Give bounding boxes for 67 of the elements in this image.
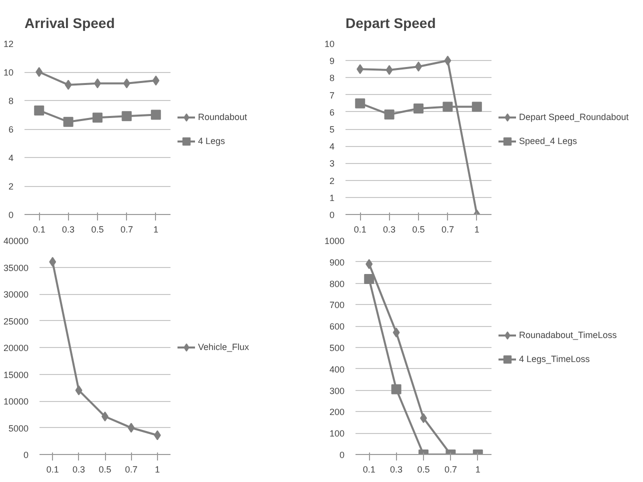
y-tick-label: 2 <box>329 176 335 186</box>
y-tick-label: 600 <box>329 322 345 332</box>
y-tick-label: 10 <box>3 68 14 78</box>
legend-label: Speed_4 Legs <box>519 136 578 146</box>
y-tick-label: 8 <box>329 73 335 84</box>
legend-label: Rounadabout_TimeLoss <box>519 330 617 340</box>
y-tick-label: 5000 <box>8 423 29 434</box>
chart-title: Depart Speed <box>346 15 436 31</box>
x-tick-label: 0.1 <box>362 464 376 474</box>
y-tick-label: 12 <box>3 39 14 49</box>
y-tick-label: 800 <box>329 278 345 289</box>
y-tick-label: 2 <box>8 182 14 192</box>
x-tick-label: 0.1 <box>354 224 366 234</box>
y-tick-label: 700 <box>329 300 345 310</box>
legend-label: Roundabout <box>198 112 248 122</box>
x-tick-label: 0.5 <box>91 224 104 234</box>
x-tick-label: 1 <box>154 464 160 474</box>
legend-label: Vehicle_Flux <box>198 342 250 352</box>
x-tick-label: 1 <box>474 224 480 234</box>
x-tick-label: 0.3 <box>383 224 396 234</box>
x-tick-label: 0.7 <box>444 464 457 474</box>
x-tick-label: 0.3 <box>72 464 86 474</box>
y-tick-label: 10 <box>324 39 335 49</box>
y-tick-label: 7 <box>329 90 335 100</box>
y-tick-label: 300 <box>329 386 345 396</box>
x-tick-label: 1 <box>475 464 480 474</box>
y-tick-label: 200 <box>329 407 345 418</box>
y-tick-label: 15000 <box>3 370 29 380</box>
x-tick-label: 0.1 <box>32 224 46 234</box>
legend-label: Depart Speed_Roundabout <box>519 112 629 122</box>
x-tick-label: 1 <box>153 224 158 234</box>
x-tick-label: 0.7 <box>441 224 454 234</box>
y-tick-label: 10000 <box>3 396 29 406</box>
x-tick-label: 0.5 <box>98 464 112 474</box>
y-tick-label: 1 <box>329 192 335 203</box>
y-tick-label: 4 <box>329 142 335 152</box>
x-tick-label: 0.5 <box>412 224 425 234</box>
y-tick-label: 400 <box>329 364 345 374</box>
x-tick-label: 0.3 <box>390 464 403 474</box>
y-tick-label: 20000 <box>3 343 29 353</box>
y-tick-label: 1000 <box>324 236 345 246</box>
legend-label: 4 Legs <box>198 136 226 146</box>
y-tick-label: 9 <box>329 56 335 66</box>
y-tick-label: 5 <box>329 124 335 134</box>
y-tick-label: 0 <box>339 450 345 460</box>
y-tick-label: 35000 <box>3 262 29 273</box>
y-tick-label: 900 <box>329 257 345 268</box>
x-tick-label: 0.7 <box>120 224 133 234</box>
y-tick-label: 0 <box>8 210 14 220</box>
x-tick-label: 0.5 <box>417 464 430 474</box>
y-tick-label: 6 <box>8 124 14 134</box>
chart-title: Arrival Speed <box>24 15 115 31</box>
y-tick-label: 4 <box>8 153 14 163</box>
y-tick-label: 3 <box>329 158 335 169</box>
y-tick-label: 0 <box>23 450 29 460</box>
y-tick-label: 0 <box>329 210 335 220</box>
x-tick-label: 0.1 <box>46 464 59 474</box>
y-tick-label: 30000 <box>3 290 29 300</box>
y-tick-label: 6 <box>329 107 335 118</box>
legend-label: 4 Legs_TimeLoss <box>519 354 590 364</box>
y-tick-label: 25000 <box>3 316 29 326</box>
x-tick-label: 0.7 <box>124 464 138 474</box>
x-tick-label: 0.3 <box>62 224 75 234</box>
y-tick-label: 100 <box>329 428 345 439</box>
y-tick-label: 40000 <box>3 236 29 246</box>
y-tick-label: 500 <box>329 343 345 353</box>
y-tick-label: 8 <box>8 96 14 106</box>
